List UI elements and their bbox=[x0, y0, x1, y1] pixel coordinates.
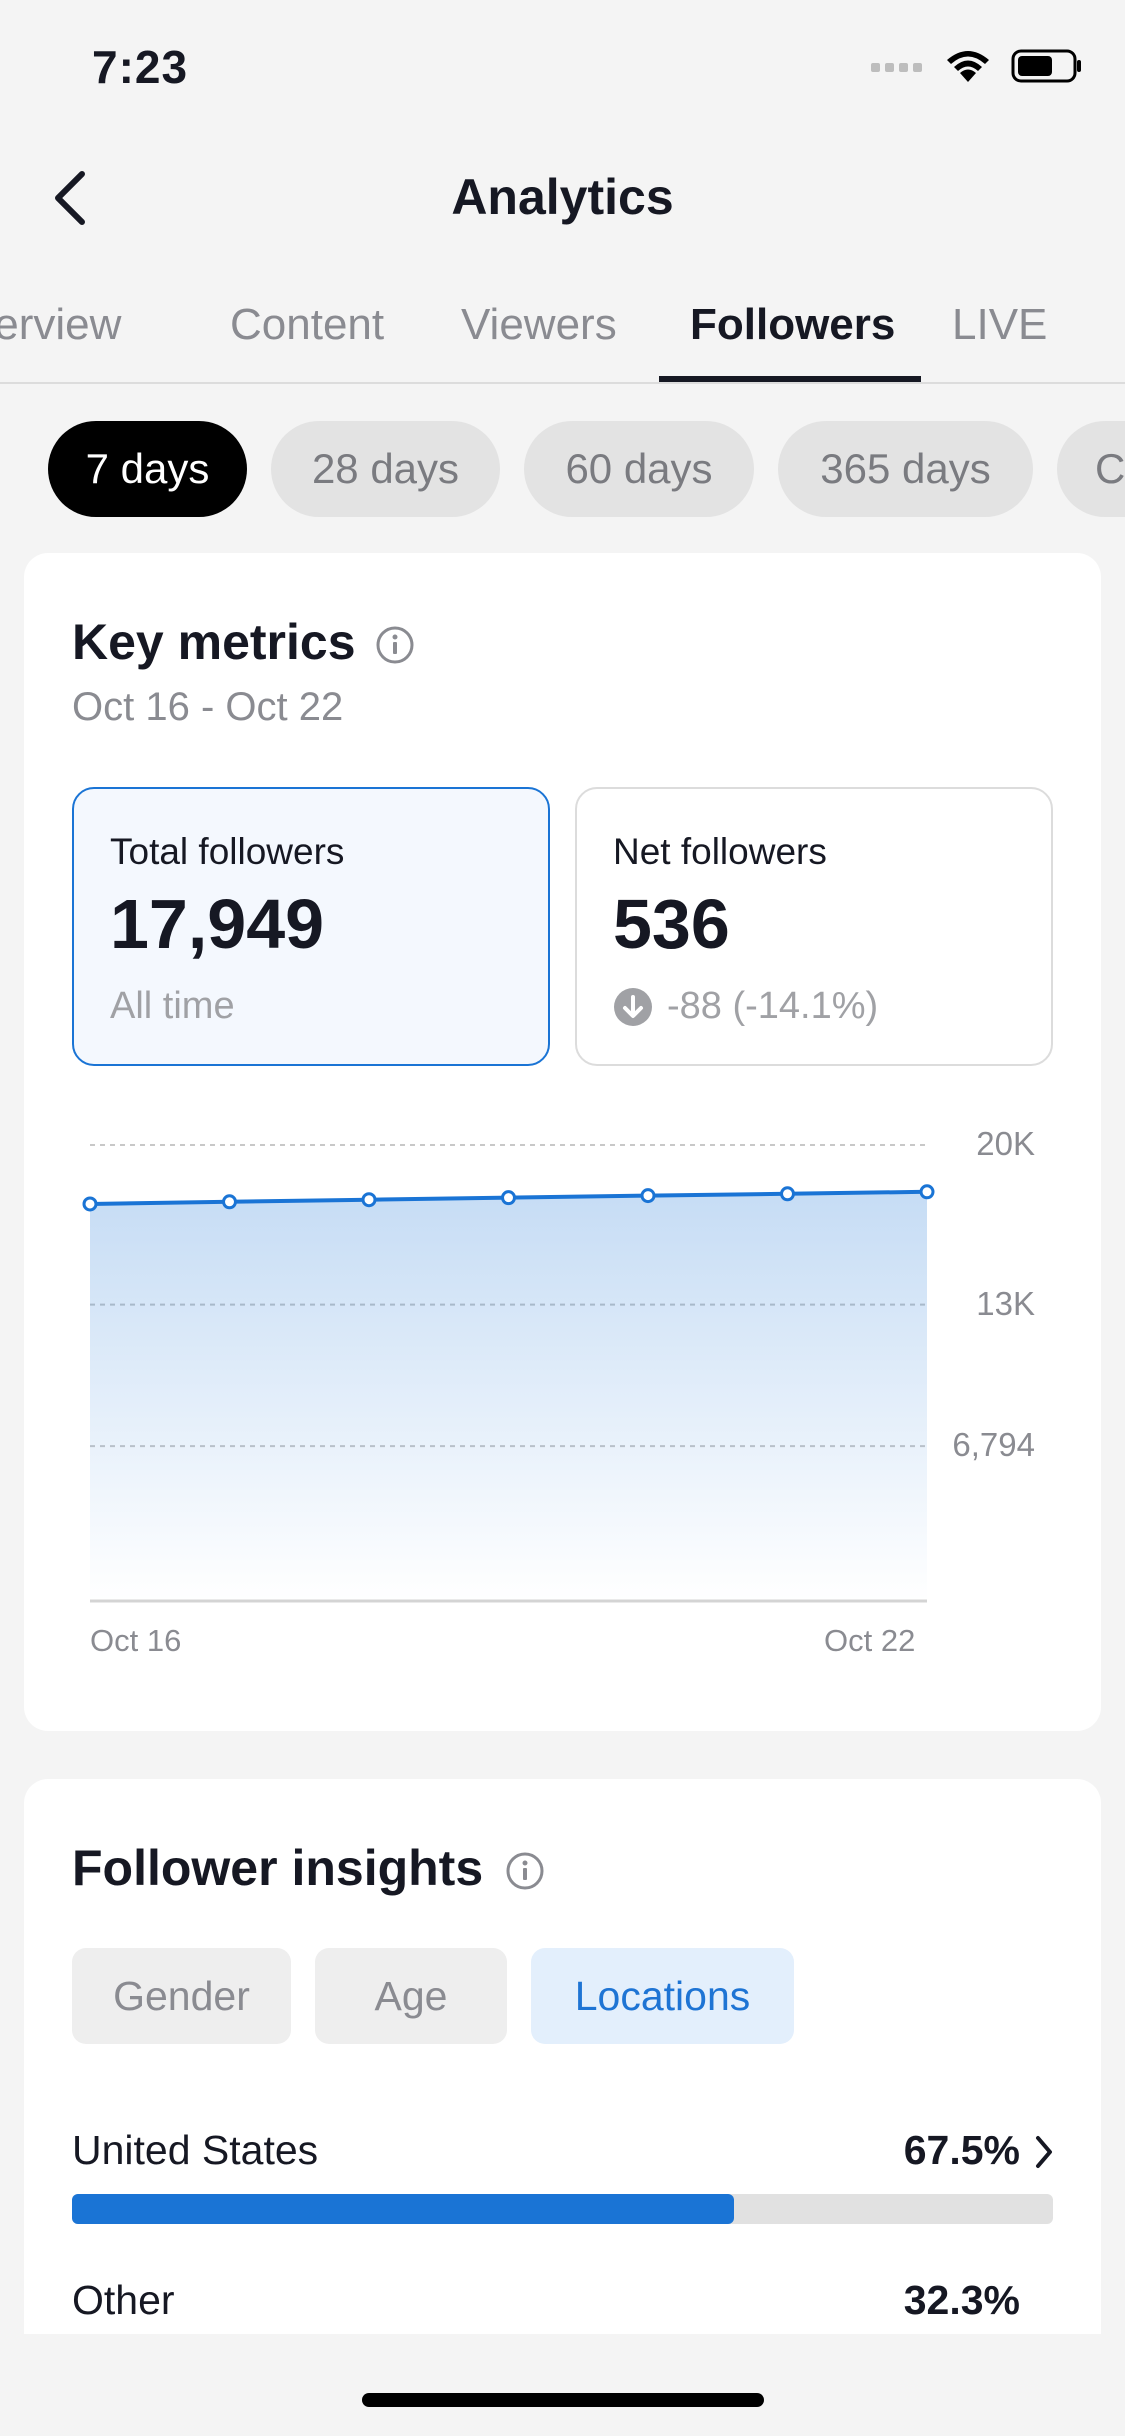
net-followers-change: -88 (-14.1%) bbox=[667, 985, 879, 1027]
page-title: Analytics bbox=[451, 169, 674, 225]
segment-age[interactable]: Age bbox=[315, 1948, 507, 2044]
bottom-safe-area bbox=[0, 2334, 1125, 2436]
follower-insights-title: Follower insights bbox=[72, 1840, 484, 1896]
total-followers-label: Total followers bbox=[110, 831, 345, 872]
segment-gender[interactable]: Gender bbox=[72, 1948, 291, 2044]
total-followers-value: 17,949 bbox=[110, 885, 325, 963]
arrow-down-circle-icon bbox=[614, 987, 652, 1026]
chart-area bbox=[90, 1191, 927, 1601]
net-followers-box[interactable]: Net followers 536 -88 (-14.1%) bbox=[575, 787, 1053, 1066]
range-60-days[interactable]: 60 days bbox=[524, 421, 754, 517]
range-custom[interactable]: Custom bbox=[1057, 421, 1125, 517]
location-name: Other bbox=[72, 2277, 175, 2323]
net-followers-value: 536 bbox=[613, 885, 730, 963]
chevron-left-icon bbox=[55, 171, 85, 225]
chart-point[interactable] bbox=[501, 1190, 516, 1206]
chart-point[interactable] bbox=[919, 1184, 935, 1200]
tab-followers[interactable]: Followers bbox=[690, 300, 896, 349]
back-button[interactable] bbox=[40, 162, 100, 234]
range-7-days[interactable]: 7 days bbox=[48, 421, 247, 517]
active-tab-indicator bbox=[659, 376, 921, 382]
chart-point[interactable] bbox=[222, 1194, 237, 1210]
wifi-icon bbox=[945, 48, 991, 89]
date-range: Oct 16 - Oct 22 bbox=[72, 685, 344, 729]
total-followers-period: All time bbox=[110, 985, 235, 1027]
tab-bar: Overview Content Viewers Followers LIVE bbox=[0, 290, 1125, 384]
location-bar-fill bbox=[72, 2194, 735, 2224]
chart-point[interactable] bbox=[640, 1188, 656, 1204]
location-percent: 67.5% bbox=[903, 2127, 1020, 2173]
location-bar-track bbox=[72, 2194, 1053, 2224]
range-365-days[interactable]: 365 days bbox=[778, 421, 1033, 517]
battery-icon bbox=[1011, 48, 1083, 89]
net-followers-change-row: -88 (-14.1%) bbox=[613, 985, 878, 1028]
status-time: 7:23 bbox=[92, 41, 189, 93]
y-tick-label: 6,794 bbox=[952, 1426, 1035, 1464]
segment-locations[interactable]: Locations bbox=[531, 1948, 794, 2044]
range-28-days[interactable]: 28 days bbox=[271, 421, 500, 517]
location-percent: 32.3% bbox=[903, 2277, 1020, 2323]
cellular-signal-icon bbox=[871, 59, 925, 78]
tab-overview[interactable]: Overview bbox=[0, 300, 122, 349]
chart-point[interactable] bbox=[82, 1196, 98, 1212]
total-followers-footer: All time bbox=[110, 985, 235, 1028]
chart-point[interactable] bbox=[361, 1192, 377, 1208]
tab-live[interactable]: LIVE bbox=[952, 300, 1048, 349]
status-icons bbox=[871, 48, 1083, 89]
x-tick-label: Oct 16 bbox=[90, 1623, 182, 1658]
key-metrics-title: Key metrics bbox=[72, 614, 356, 670]
x-tick-label: Oct 22 bbox=[824, 1623, 916, 1658]
info-icon[interactable] bbox=[505, 1851, 545, 1891]
location-name: United States bbox=[72, 2127, 319, 2173]
y-tick-label: 20K bbox=[976, 1125, 1035, 1162]
tab-content[interactable]: Content bbox=[230, 300, 385, 349]
followers-chart bbox=[82, 1144, 935, 1603]
chart-point[interactable] bbox=[780, 1186, 795, 1202]
net-followers-label: Net followers bbox=[613, 831, 827, 872]
y-tick-label: 13K bbox=[976, 1284, 1035, 1322]
total-followers-box[interactable]: Total followers 17,949 All time bbox=[72, 787, 550, 1066]
info-icon[interactable] bbox=[375, 625, 415, 665]
chevron-right-icon[interactable] bbox=[1032, 2134, 1056, 2170]
tab-viewers[interactable]: Viewers bbox=[461, 300, 617, 349]
home-indicator bbox=[362, 2393, 764, 2407]
follower-insights-card bbox=[24, 1779, 1101, 2436]
